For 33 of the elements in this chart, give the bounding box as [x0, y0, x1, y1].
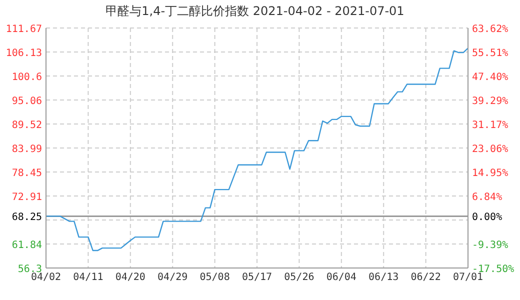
y-tick-label: 89.52 — [12, 120, 42, 132]
x-tick-label: 04/02 — [30, 272, 62, 283]
y-tick-label: 78.45 — [12, 168, 42, 179]
chart-title: 甲醛与1,4-丁二醇比价指数 2021-04-02 - 2021-07-01 — [104, 3, 406, 20]
y-tick-label: 68.25 — [12, 212, 42, 224]
x-tick-label: 05/08 — [200, 272, 230, 283]
x-tick-label: 04/20 — [115, 272, 146, 283]
y2-tick-label: 14.95% — [472, 168, 508, 179]
x-tick-label: 07/01 — [452, 272, 484, 283]
x-tick-label: 06/13 — [368, 272, 399, 283]
y2-tick-label: 23.06% — [472, 144, 508, 155]
y-tick-label: 95.06 — [12, 96, 42, 107]
y-tick-label: 61.84 — [12, 240, 42, 251]
x-tick-label: 06/22 — [410, 272, 441, 283]
y2-tick-label: 55.51% — [472, 48, 508, 59]
x-tick-label: 04/29 — [158, 272, 188, 283]
x-tick-label: 05/26 — [284, 272, 314, 283]
y-tick-label: 72.91 — [12, 192, 42, 204]
line-series — [46, 48, 468, 252]
y2-tick-label: -9.39% — [472, 240, 508, 252]
y-tick-label: 83.99 — [12, 144, 42, 155]
x-tick-label: 05/17 — [242, 272, 272, 283]
y2-tick-label: 39.29% — [472, 96, 508, 107]
x-tick-label: 04/11 — [73, 272, 104, 283]
x-tick-label: 06/04 — [326, 272, 356, 283]
y2-tick-label: 31.17% — [472, 120, 508, 132]
y2-tick-label: 0.00% — [472, 212, 502, 224]
y-tick-label: 106.13 — [6, 48, 42, 60]
y2-tick-label: 63.62% — [472, 24, 508, 35]
y2-tick-label: 6.84% — [472, 192, 502, 203]
y-tick-label: 111.67 — [6, 24, 42, 35]
y2-tick-label: 47.40% — [472, 72, 508, 83]
y-tick-label: 100.6 — [12, 72, 42, 83]
